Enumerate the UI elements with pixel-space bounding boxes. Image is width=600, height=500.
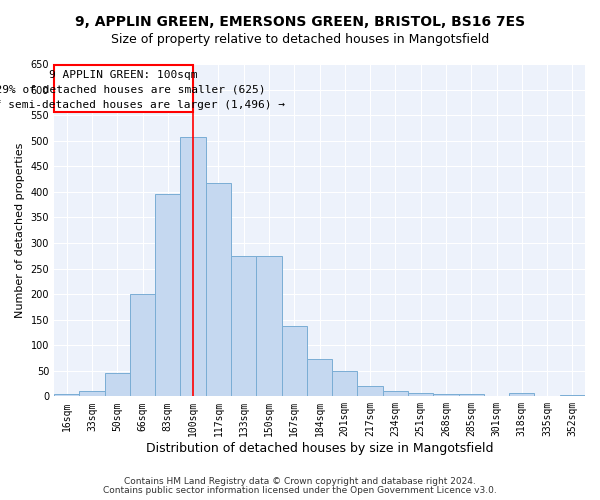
- Text: ← 29% of detached houses are smaller (625): ← 29% of detached houses are smaller (62…: [0, 85, 265, 95]
- Bar: [509, 393, 535, 396]
- Bar: [408, 393, 433, 396]
- X-axis label: Distribution of detached houses by size in Mangotsfield: Distribution of detached houses by size …: [146, 442, 493, 455]
- Bar: [155, 194, 181, 396]
- Text: Contains HM Land Registry data © Crown copyright and database right 2024.: Contains HM Land Registry data © Crown c…: [124, 477, 476, 486]
- Bar: [560, 395, 585, 396]
- Bar: [206, 183, 231, 396]
- Bar: [130, 294, 155, 396]
- Text: 70% of semi-detached houses are larger (1,496) →: 70% of semi-detached houses are larger (…: [0, 100, 286, 110]
- Bar: [181, 137, 206, 396]
- Bar: [358, 386, 383, 396]
- Bar: [54, 394, 79, 396]
- Bar: [256, 256, 281, 396]
- FancyBboxPatch shape: [54, 65, 193, 112]
- Bar: [458, 394, 484, 396]
- Text: 9, APPLIN GREEN, EMERSONS GREEN, BRISTOL, BS16 7ES: 9, APPLIN GREEN, EMERSONS GREEN, BRISTOL…: [75, 15, 525, 29]
- Bar: [281, 326, 307, 396]
- Bar: [104, 374, 130, 396]
- Bar: [231, 256, 256, 396]
- Bar: [307, 359, 332, 397]
- Text: Size of property relative to detached houses in Mangotsfield: Size of property relative to detached ho…: [111, 32, 489, 46]
- Bar: [79, 391, 104, 396]
- Bar: [433, 394, 458, 396]
- Y-axis label: Number of detached properties: Number of detached properties: [15, 142, 25, 318]
- Bar: [383, 391, 408, 396]
- Bar: [332, 371, 358, 396]
- Text: 9 APPLIN GREEN: 100sqm: 9 APPLIN GREEN: 100sqm: [49, 70, 197, 80]
- Text: Contains public sector information licensed under the Open Government Licence v3: Contains public sector information licen…: [103, 486, 497, 495]
